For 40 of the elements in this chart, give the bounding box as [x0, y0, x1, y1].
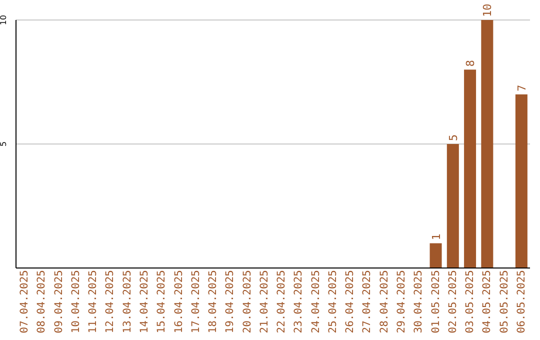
x-tick-label: 28.04.2025 — [378, 270, 390, 334]
x-tick-label: 01.05.2025 — [430, 270, 442, 334]
x-tick-label: 02.05.2025 — [446, 270, 459, 334]
data-label: 5 — [446, 134, 460, 141]
x-tick-label: 10.04.2025 — [70, 270, 82, 334]
x-tick-label: 11.04.2025 — [87, 270, 100, 334]
x-tick-label: 03.05.2025 — [464, 270, 476, 334]
x-tick-label: 19.04.2025 — [224, 270, 236, 334]
x-tick-label: 12.04.2025 — [104, 270, 116, 334]
x-tick-label: 06.05.2025 — [515, 270, 528, 334]
x-tick-label: 13.04.2025 — [121, 270, 134, 334]
data-label: 10 — [481, 4, 494, 17]
x-tick-label: 05.05.2025 — [498, 270, 510, 334]
x-tick-label: 14.04.2025 — [138, 270, 150, 334]
x-tick-label: 22.04.2025 — [276, 270, 288, 334]
x-tick-label: 04.05.2025 — [481, 270, 494, 334]
x-tick-label: 25.04.2025 — [326, 270, 339, 334]
x-tick-label: 21.04.2025 — [258, 270, 270, 334]
bar — [464, 70, 476, 268]
data-label: 8 — [464, 60, 478, 67]
data-label: 1 — [430, 234, 443, 240]
x-tick-label: 26.04.2025 — [344, 270, 356, 334]
x-tick-label: 08.04.2025 — [36, 270, 48, 334]
x-tick-label: 09.04.2025 — [52, 270, 65, 334]
x-tick-label: 07.04.2025 — [18, 270, 31, 334]
bar — [515, 94, 528, 268]
bar — [481, 20, 494, 268]
bar — [430, 243, 442, 268]
x-tick-label: 30.04.2025 — [412, 270, 425, 334]
x-tick-label: 24.04.2025 — [310, 270, 322, 334]
x-tick-label: 16.04.2025 — [172, 270, 185, 334]
x-tick-label: 15.04.2025 — [156, 270, 168, 334]
x-tick-label: 18.04.2025 — [207, 270, 220, 334]
bar — [446, 144, 459, 268]
data-label: 7 — [515, 84, 528, 92]
x-tick-label: 29.04.2025 — [396, 270, 408, 334]
x-tick-label: 20.04.2025 — [241, 270, 254, 334]
x-tick-label: 23.04.2025 — [292, 270, 305, 334]
x-tick-label: 27.04.2025 — [361, 270, 374, 334]
x-tick-label: 17.04.2025 — [190, 270, 202, 334]
